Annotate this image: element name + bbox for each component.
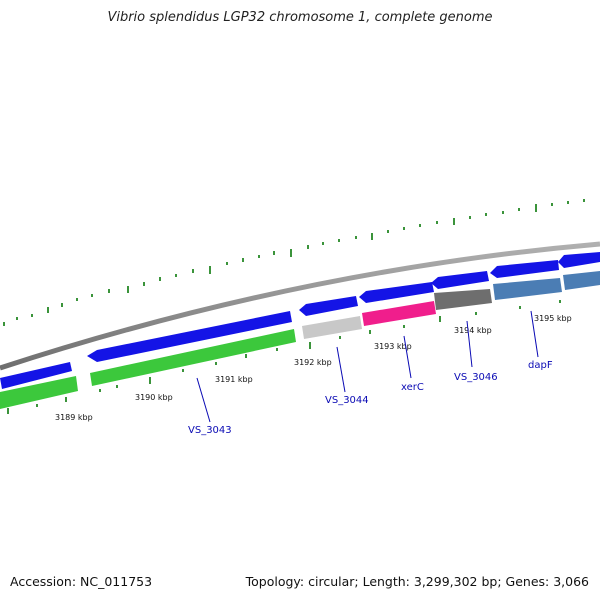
feature-track[interactable] — [0, 271, 600, 409]
genome-summary-text: Topology: circular; Length: 3,299,302 bp… — [245, 574, 589, 589]
tick-label: 3192 kbp — [294, 358, 332, 367]
cds-feature[interactable] — [558, 252, 600, 268]
accession-text: Accession: NC_011753 — [10, 574, 153, 589]
gene-labels[interactable]: VS_3043 VS_3044 xerC VS_3046 dapF — [188, 360, 553, 436]
feature-steelblue[interactable] — [493, 278, 562, 300]
feature-green-main[interactable] — [90, 329, 296, 386]
gene-label-dapf[interactable]: dapF — [528, 360, 553, 371]
cds-feature[interactable] — [490, 260, 559, 278]
cds-feature[interactable] — [0, 362, 72, 389]
tick-label: 3191 kbp — [215, 375, 253, 384]
cds-feature[interactable] — [87, 311, 292, 362]
gene-label-vs-3043[interactable]: VS_3043 — [188, 425, 232, 436]
gene-leader-lines — [196, 310, 539, 423]
feature-darkgrey[interactable] — [434, 289, 492, 310]
map-title: Vibrio splendidus LGP32 chromosome 1, co… — [107, 10, 493, 25]
tick-label: 3195 kbp — [534, 314, 572, 323]
cds-feature[interactable] — [299, 296, 358, 316]
gene-label-vs-3046[interactable]: VS_3046 — [454, 372, 498, 383]
scale-ticks — [7, 300, 561, 414]
gene-label-vs-3044[interactable]: VS_3044 — [325, 395, 369, 406]
feature-grey[interactable] — [302, 316, 362, 339]
gc-content-ring — [3, 199, 585, 326]
cds-feature[interactable] — [359, 282, 434, 303]
tick-label: 3194 kbp — [454, 326, 492, 335]
cds-feature[interactable] — [431, 271, 489, 289]
feature-magenta[interactable] — [362, 301, 436, 326]
forward-cds-track[interactable] — [0, 252, 600, 389]
scale-labels: 3189 kbp 3190 kbp 3191 kbp 3192 kbp 3193… — [55, 314, 572, 422]
feature-steelblue-right[interactable] — [563, 271, 600, 290]
tick-label: 3193 kbp — [374, 342, 412, 351]
backbone-ring — [0, 241, 600, 371]
gene-label-xerc[interactable]: xerC — [401, 382, 424, 393]
tick-label: 3189 kbp — [55, 413, 93, 422]
tick-label: 3190 kbp — [135, 393, 173, 402]
feature-green-left[interactable] — [0, 376, 78, 409]
